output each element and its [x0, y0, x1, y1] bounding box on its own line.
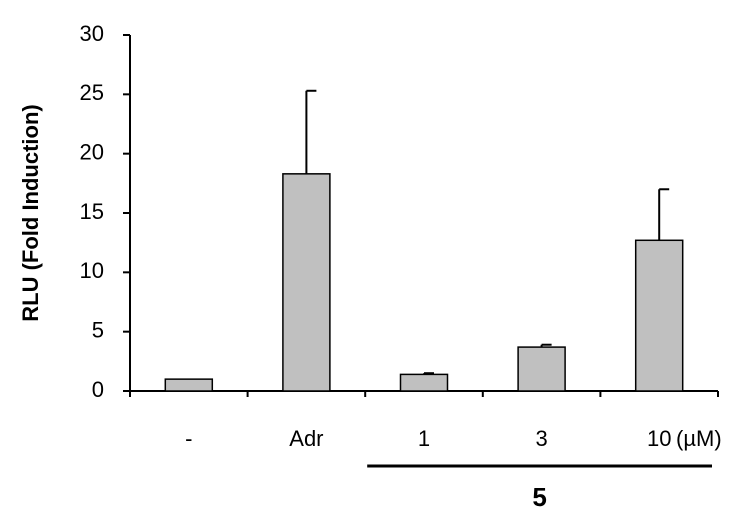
x-ticks	[129, 391, 719, 397]
bar-3	[517, 346, 566, 392]
y-tick-label: 15	[80, 199, 104, 224]
bar-0	[164, 378, 214, 392]
bar-4	[634, 239, 684, 392]
x-tick-label: Adr	[289, 426, 323, 451]
x-unit-label: (µM)	[676, 426, 722, 451]
bar-1	[282, 173, 331, 392]
x-tick-labels: - Adr 1 3 10	[185, 426, 671, 451]
y-tick-label: 20	[80, 139, 104, 164]
x-tick-label: 10	[647, 426, 671, 451]
x-tick-label: 3	[535, 426, 547, 451]
y-tick-label: 0	[92, 377, 104, 402]
x-tick-label: -	[185, 426, 192, 451]
group-label: 5	[532, 482, 546, 512]
error-bars	[305, 89, 670, 375]
y-axis-label: RLU (Fold Induction)	[18, 104, 43, 322]
bars	[164, 173, 684, 392]
bar-2	[399, 373, 449, 392]
y-ticks: 0 5 10 15 20 25 30	[80, 21, 130, 402]
y-tick-label: 10	[80, 258, 104, 283]
x-tick-label: 1	[418, 426, 430, 451]
y-tick-label: 30	[80, 21, 104, 46]
y-tick-label: 25	[80, 80, 104, 105]
y-tick-label: 5	[92, 317, 104, 342]
